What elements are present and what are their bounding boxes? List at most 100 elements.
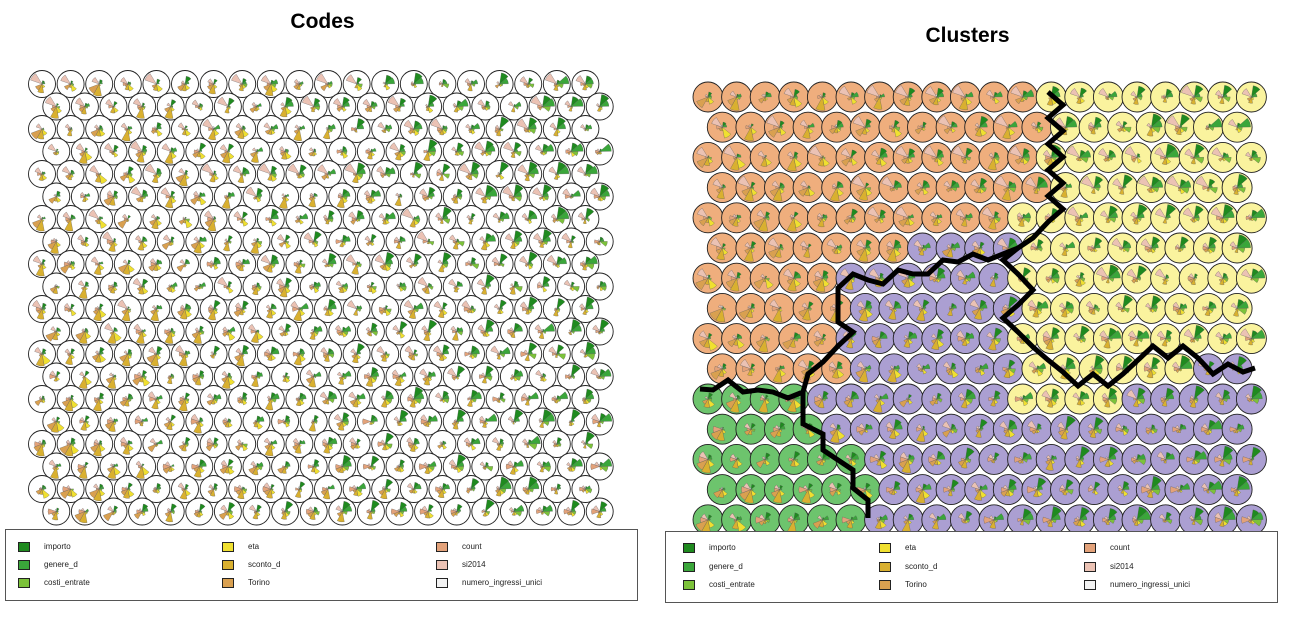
code-segment: [352, 173, 359, 184]
code-segment: [532, 187, 543, 197]
code-segment: [393, 416, 400, 422]
code-segment: [513, 142, 522, 152]
code-segment: [35, 488, 43, 495]
code-segment: [413, 437, 419, 445]
code-segment: [324, 308, 330, 316]
code-segment: [584, 255, 598, 265]
code-segment: [213, 256, 220, 265]
som-node: [371, 340, 400, 368]
code-segment: [139, 421, 144, 427]
som-node: [542, 160, 571, 188]
code-segment: [468, 128, 472, 132]
code-segment: [561, 232, 572, 242]
code-segment: [310, 106, 315, 113]
code-segment: [469, 442, 472, 445]
code-segment: [584, 263, 595, 270]
code-segment: [599, 143, 612, 152]
code-segment: [438, 353, 444, 361]
code-segment: [298, 439, 306, 445]
code-segment: [284, 241, 291, 249]
code-segment: [570, 284, 572, 287]
som-node: [28, 430, 56, 458]
code-segment: [950, 181, 960, 188]
code-segment: [94, 398, 100, 404]
code-segment: [207, 308, 216, 321]
som-node: [70, 362, 99, 391]
som-node: [778, 81, 810, 113]
code-segment: [584, 353, 595, 361]
code-segment: [94, 307, 100, 311]
code-segment: [898, 217, 909, 227]
som-node: [385, 137, 414, 166]
code-segment: [41, 171, 46, 175]
som-node: [721, 141, 753, 173]
code-segment: [84, 283, 89, 287]
som-node: [485, 295, 514, 323]
som-node: [921, 202, 953, 234]
code-segment: [284, 323, 292, 332]
code-segment: [407, 482, 415, 490]
som-node: [199, 340, 228, 368]
code-segment: [112, 284, 114, 287]
code-segment: [454, 151, 458, 156]
code-segment: [238, 83, 244, 92]
code-segment: [195, 372, 200, 377]
code-segment: [370, 281, 375, 287]
code-segment: [198, 194, 200, 197]
code-segment: [137, 241, 144, 251]
code-segment: [113, 238, 117, 242]
code-segment: [878, 155, 881, 158]
code-segment: [241, 300, 249, 310]
legend-swatch: [222, 578, 234, 588]
code-segment: [227, 326, 236, 332]
som-node: [864, 202, 896, 234]
code-segment: [380, 488, 388, 500]
som-node: [199, 160, 228, 188]
code-segment: [499, 161, 510, 175]
som-node: [128, 182, 157, 211]
code-segment: [453, 286, 458, 293]
som-node: [557, 407, 586, 436]
som-node: [185, 452, 214, 481]
code-segment: [583, 173, 586, 177]
code-segment: [313, 371, 322, 377]
code-segment: [196, 509, 200, 512]
code-segment: [341, 460, 352, 467]
code-segment: [704, 94, 709, 98]
code-segment: [599, 413, 612, 422]
code-segment: [565, 506, 572, 512]
code-segment: [365, 326, 372, 332]
code-segment: [475, 187, 486, 197]
code-segment: [96, 306, 100, 310]
code-segment: [298, 213, 309, 220]
code-segment: [156, 346, 163, 355]
code-segment: [342, 501, 351, 512]
code-segment: [512, 419, 515, 422]
code-segment: [127, 81, 132, 85]
code-segment: [596, 421, 601, 428]
code-segment: [929, 96, 938, 105]
code-segment: [252, 286, 259, 296]
som-node: [356, 92, 385, 121]
code-segment: [98, 392, 105, 400]
code-segment: [456, 238, 459, 242]
code-segment: [399, 98, 407, 107]
code-segment: [406, 437, 415, 445]
code-segment: [584, 347, 596, 355]
code-segment: [41, 302, 47, 310]
code-segment: [226, 329, 229, 332]
code-segment: [396, 283, 400, 287]
code-segment: [97, 126, 100, 130]
code-segment: [498, 217, 501, 220]
code-segment: [155, 307, 157, 310]
code-segment: [118, 263, 129, 274]
code-segment: [223, 241, 230, 252]
code-segment: [98, 440, 103, 445]
code-segment: [439, 218, 444, 224]
code-segment: [721, 125, 723, 128]
code-segment: [792, 215, 795, 219]
code-segment: [397, 196, 400, 199]
som-node: [557, 497, 586, 526]
som-node: [185, 182, 214, 211]
code-segment: [84, 106, 89, 109]
